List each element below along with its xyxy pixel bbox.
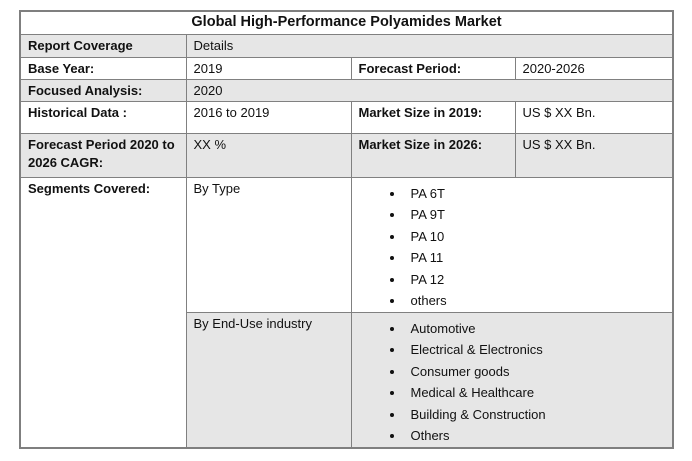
by-type-bullet-list: PA 6TPA 9TPA 10PA 11PA 12others [359, 183, 669, 312]
bullet-item: PA 9T [405, 204, 669, 226]
table-row-segments-by-end-use: By End-Use industry AutomotiveElectrical… [20, 311, 674, 448]
report-coverage-value: Details [185, 33, 674, 58]
bullet-item: Medical & Healthcare [405, 382, 669, 404]
table-title: Global High-Performance Polyamides Marke… [19, 10, 674, 35]
report-scope-table-container: Global High-Performance Polyamides Marke… [19, 10, 675, 449]
bullet-item: Others [405, 425, 669, 447]
historical-data-label: Historical Data : [19, 100, 187, 134]
by-end-use-label: By End-Use industry [185, 311, 352, 448]
forecast-cagr-label: Forecast Period 2020 to 2026 CAGR: [19, 132, 187, 178]
by-type-list-cell: PA 6TPA 9TPA 10PA 11PA 12others [350, 176, 674, 313]
table-row-base-year: Base Year: 2019 Forecast Period: 2020-20… [19, 56, 674, 80]
bullet-item: PA 11 [405, 247, 669, 269]
table-row-report-coverage: Report Coverage Details [19, 33, 674, 58]
by-end-use-bullet-list: AutomotiveElectrical & ElectronicsConsum… [359, 318, 669, 447]
focused-analysis-value: 2020 [185, 78, 674, 102]
table-row-segments-by-type: Segments Covered: By Type PA 6TPA 9TPA 1… [19, 176, 674, 448]
by-type-label: By Type [185, 176, 352, 313]
market-size-2026-value: US $ XX Bn. [514, 132, 674, 178]
market-size-2019-label: Market Size in 2019: [350, 100, 516, 134]
table-row-forecast-cagr: Forecast Period 2020 to 2026 CAGR: XX % … [19, 132, 674, 178]
bullet-item: Automotive [405, 318, 669, 340]
bullet-item: PA 12 [405, 269, 669, 291]
segments-covered-label: Segments Covered: [19, 176, 187, 448]
market-report-scope-table: Global High-Performance Polyamides Marke… [19, 10, 675, 449]
base-year-label: Base Year: [19, 56, 187, 80]
by-end-use-list-cell: AutomotiveElectrical & ElectronicsConsum… [350, 311, 674, 448]
forecast-period-label: Forecast Period: [350, 56, 516, 80]
bullet-item: Building & Construction [405, 404, 669, 426]
historical-data-value: 2016 to 2019 [185, 100, 352, 134]
bullet-item: PA 10 [405, 226, 669, 248]
forecast-period-value: 2020-2026 [514, 56, 674, 80]
table-row-title: Global High-Performance Polyamides Marke… [19, 10, 674, 35]
report-coverage-label: Report Coverage [19, 33, 187, 58]
forecast-cagr-value: XX % [185, 132, 352, 178]
bullet-item: PA 6T [405, 183, 669, 205]
bullet-item: others [405, 290, 669, 311]
table-row-historical-data: Historical Data : 2016 to 2019 Market Si… [19, 100, 674, 134]
bullet-item: Electrical & Electronics [405, 339, 669, 361]
market-size-2026-label: Market Size in 2026: [350, 132, 516, 178]
bullet-item: Consumer goods [405, 361, 669, 383]
base-year-value: 2019 [185, 56, 352, 80]
market-size-2019-value: US $ XX Bn. [514, 100, 674, 134]
table-row-focused-analysis: Focused Analysis: 2020 [19, 78, 674, 102]
focused-analysis-label: Focused Analysis: [19, 78, 187, 102]
